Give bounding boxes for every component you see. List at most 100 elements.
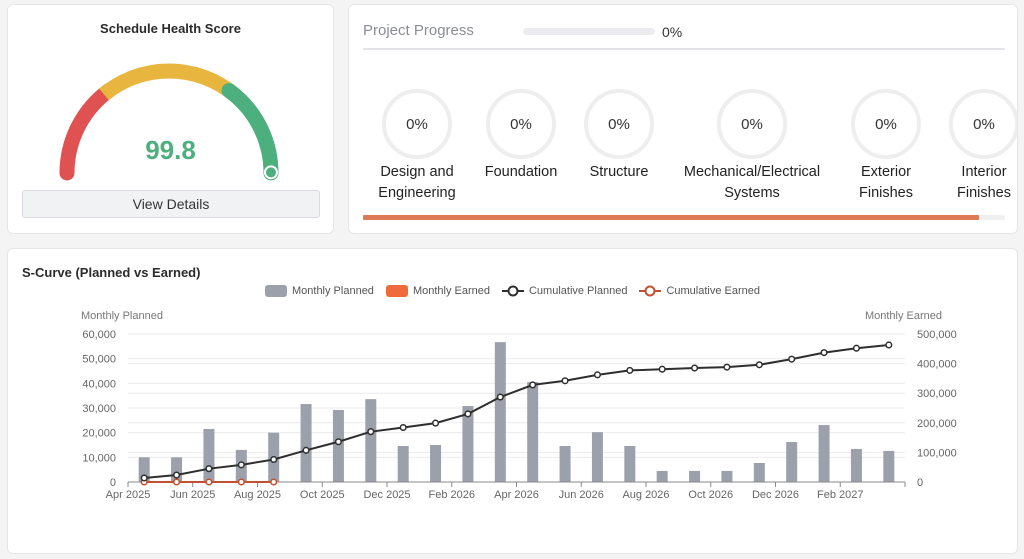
- bar-monthly-planned: [786, 442, 798, 482]
- cumulative-planned-point: [173, 471, 181, 479]
- phases-horizontal-scrollbar[interactable]: [363, 215, 1005, 220]
- cumulative-planned-point: [367, 428, 375, 436]
- project-progress-label: Project Progress: [363, 22, 474, 39]
- phase-percent: 0%: [608, 115, 630, 133]
- bar-monthly-planned: [397, 445, 409, 482]
- y-axis-title: Monthly Planned: [81, 310, 163, 322]
- legend-label: Monthly Earned: [412, 285, 490, 297]
- bar-monthly-planned: [203, 428, 215, 482]
- gauge-pointer: [263, 165, 278, 180]
- gauge-arc-high: [221, 82, 279, 181]
- x-tick-label: Feb 2026: [429, 489, 475, 501]
- bar-monthly-planned: [171, 457, 183, 482]
- phase-name: Mechanical/Electrical Systems: [683, 164, 821, 201]
- cumulative-planned-point: [140, 474, 148, 482]
- cumulative-earned-point: [205, 478, 213, 486]
- health-gauge: [59, 63, 279, 181]
- cumulative-planned-point: [593, 371, 601, 379]
- cumulative-planned-point: [852, 344, 860, 352]
- health-card-title: Schedule Health Score: [100, 21, 241, 36]
- bar-monthly-planned: [300, 404, 312, 482]
- x-tick-label: Oct 2025: [300, 489, 345, 501]
- x-tick-label: Oct 2026: [688, 489, 733, 501]
- cumulative-earned-point: [270, 478, 278, 486]
- x-tick-label: Jun 2025: [170, 489, 215, 501]
- project-progress-card: Project Progress 0% 0% Design and Engine…: [348, 4, 1018, 234]
- legend-line-marker-icon: [501, 285, 524, 297]
- legend-label: Cumulative Planned: [528, 285, 628, 297]
- cumulative-planned-point: [561, 377, 569, 385]
- y2-tick-label: 500,000: [917, 329, 957, 341]
- phase-foundation[interactable]: 0% Foundation: [477, 89, 565, 183]
- cumulative-planned-point: [529, 381, 537, 389]
- x-tick-label: Dec 2026: [752, 489, 799, 501]
- cumulative-planned-point: [755, 361, 763, 369]
- bar-monthly-planned: [138, 457, 150, 482]
- y-tick-label: 30,000: [82, 403, 116, 415]
- phase-structure[interactable]: 0% Structure: [575, 89, 663, 183]
- bar-monthly-planned: [721, 470, 733, 482]
- cumulative-planned-point: [820, 349, 828, 357]
- y2-tick-label: 300,000: [917, 388, 957, 400]
- cumulative-planned-point: [885, 341, 893, 349]
- phase-percent: 0%: [875, 115, 897, 133]
- bar-monthly-planned: [818, 425, 830, 482]
- phase-percent: 0%: [406, 115, 428, 133]
- x-tick-label: Apr 2025: [106, 489, 151, 501]
- bar-monthly-planned: [430, 445, 442, 482]
- phase-name: Interior Finishes: [957, 164, 1011, 201]
- bar-monthly-planned: [559, 445, 571, 482]
- phase-progress-ring: 0%: [949, 89, 1017, 159]
- project-progress-percent: 0%: [662, 24, 683, 40]
- legend-label: Cumulative Earned: [666, 285, 760, 297]
- y2-tick-label: 400,000: [917, 359, 957, 371]
- phase-name: Foundation: [484, 164, 558, 180]
- y-tick-label: 60,000: [82, 329, 116, 341]
- cumulative-planned-point: [658, 365, 666, 373]
- phase-percent: 0%: [510, 115, 532, 133]
- cumulative-planned-point: [399, 423, 407, 432]
- legend-item-monthly-earned[interactable]: Monthly Earned: [385, 285, 490, 297]
- bar-monthly-planned: [462, 406, 474, 482]
- y-tick-label: 0: [110, 477, 116, 489]
- bar-monthly-planned: [527, 382, 539, 482]
- legend-line-marker-icon: [639, 285, 662, 297]
- legend-item-monthly-planned[interactable]: Monthly Planned: [264, 285, 374, 297]
- y2-axis-title: Monthly Earned: [865, 310, 942, 322]
- x-tick-label: Jun 2026: [559, 489, 604, 501]
- x-tick-label: Aug 2025: [234, 489, 281, 501]
- bar-monthly-planned: [591, 432, 603, 482]
- gauge-arc-low: [59, 82, 117, 181]
- phase-exterior-finishes[interactable]: 0% Exterior Finishes: [841, 89, 931, 204]
- cumulative-planned-point: [464, 410, 472, 418]
- phase-name: Design and Engineering: [378, 164, 456, 201]
- phase-name: Exterior Finishes: [859, 164, 913, 201]
- bar-monthly-planned: [624, 445, 636, 482]
- cumulative-planned-point: [334, 438, 342, 446]
- phase-interior-finishes[interactable]: 0% Interior Finishes: [941, 89, 1017, 204]
- bar-monthly-planned: [850, 448, 862, 482]
- cumulative-planned-line: [144, 343, 889, 479]
- cumulative-planned-point: [691, 364, 699, 372]
- x-tick-label: Feb 2027: [817, 489, 863, 501]
- bar-monthly-planned: [656, 470, 668, 482]
- chart-legend: Monthly Planned Monthly Earned Cumulativ…: [8, 285, 1017, 297]
- s-curve-chart: 0 10,000 20,000 30,000 40,000 50,000 60,000 0 10…: [81, 310, 957, 501]
- bar-monthly-planned: [494, 342, 506, 482]
- phase-mechanical-electrical-systems[interactable]: 0% Mechanical/Electrical Systems: [677, 89, 827, 204]
- legend-item-cumulative-planned[interactable]: Cumulative Planned: [501, 285, 628, 297]
- scrollbar-thumb[interactable]: [363, 215, 980, 220]
- cumulative-earned-point: [237, 478, 245, 486]
- bar-monthly-planned: [365, 399, 377, 482]
- x-tick-label: Dec 2025: [363, 489, 410, 501]
- view-details-button[interactable]: View Details: [22, 190, 320, 218]
- cumulative-planned-point: [237, 461, 245, 469]
- cumulative-planned-point: [270, 455, 278, 464]
- phase-name: Structure: [589, 164, 649, 180]
- phase-design-and-engineering[interactable]: 0% Design and Engineering: [367, 89, 467, 204]
- legend-item-cumulative-earned[interactable]: Cumulative Earned: [639, 285, 760, 297]
- s-curve-card: S-Curve (Planned vs Earned) Monthly Plan…: [7, 248, 1018, 554]
- y2-tick-label: 200,000: [917, 418, 957, 430]
- y2-tick-label: 0: [917, 477, 923, 489]
- cumulative-planned-point: [496, 393, 504, 401]
